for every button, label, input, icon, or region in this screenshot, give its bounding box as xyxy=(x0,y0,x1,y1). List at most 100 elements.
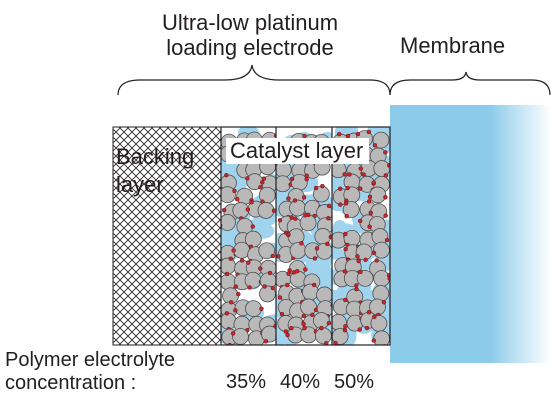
platinum-dot xyxy=(361,172,366,177)
carbon-particle xyxy=(373,330,390,345)
concentration-line1: Polymer electrolyte xyxy=(5,349,176,371)
carbon-particle xyxy=(232,328,249,345)
platinum-dot xyxy=(325,241,330,247)
platinum-dot xyxy=(267,270,273,276)
platinum-dot xyxy=(383,195,388,200)
platinum-dot xyxy=(337,186,343,191)
platinum-dot xyxy=(246,260,251,265)
platinum-dot xyxy=(228,300,234,305)
membrane-block xyxy=(390,105,551,363)
platinum-dot xyxy=(320,183,325,189)
carbon-particle xyxy=(257,202,275,219)
platinum-dot xyxy=(239,258,245,263)
platinum-dot xyxy=(224,311,230,316)
carbon-particle xyxy=(302,283,319,301)
platinum-dot xyxy=(319,325,324,331)
platinum-dot xyxy=(262,284,267,289)
platinum-dot xyxy=(338,202,343,207)
electrode-title: Ultra-low platinum loading electrode xyxy=(90,10,410,60)
carbon-particle xyxy=(369,186,387,204)
platinum-dot xyxy=(245,176,250,181)
platinum-dot xyxy=(258,266,263,271)
carbon-particle xyxy=(221,186,236,204)
carbon-particle xyxy=(373,241,390,259)
electrode-brace xyxy=(117,64,391,96)
platinum-dot xyxy=(224,172,229,178)
platinum-dot xyxy=(228,256,233,261)
platinum-dot xyxy=(310,312,315,318)
platinum-dot xyxy=(367,224,372,229)
platinum-dot xyxy=(277,218,283,223)
platinum-dot xyxy=(286,196,291,201)
platinum-dot xyxy=(364,325,370,331)
catalyst-layer-outline xyxy=(220,126,391,346)
platinum-dot xyxy=(289,176,295,182)
platinum-dot xyxy=(368,210,373,215)
carbon-particle xyxy=(342,201,360,218)
platinum-dot xyxy=(293,216,298,221)
carbon-particle xyxy=(356,269,374,287)
platinum-dot xyxy=(263,338,269,344)
carbon-particle xyxy=(221,214,236,231)
platinum-dot xyxy=(285,332,290,338)
platinum-dot xyxy=(294,269,300,274)
platinum-dot xyxy=(366,199,372,204)
platinum-dot xyxy=(333,340,338,345)
platinum-dot xyxy=(313,185,319,191)
platinum-dot xyxy=(286,232,291,237)
platinum-dot xyxy=(283,329,289,334)
platinum-dot xyxy=(270,285,276,291)
platinum-dot xyxy=(371,338,376,343)
platinum-dot xyxy=(357,218,363,224)
platinum-dot xyxy=(304,177,309,182)
platinum-dot xyxy=(374,258,379,263)
platinum-dot xyxy=(337,131,342,137)
membrane-label: Membrane xyxy=(400,33,506,58)
platinum-dot xyxy=(259,306,264,311)
carbon-particle xyxy=(221,273,237,291)
platinum-dot xyxy=(342,327,348,333)
platinum-dot xyxy=(326,203,332,209)
carbon-particle xyxy=(289,242,307,259)
platinum-dot xyxy=(355,131,361,137)
platinum-dot xyxy=(312,256,318,261)
platinum-dot xyxy=(383,150,388,155)
platinum-dot xyxy=(383,213,388,218)
platinum-dot xyxy=(367,194,373,200)
platinum-dot xyxy=(250,224,256,229)
carbon-particle xyxy=(373,270,390,287)
platinum-dot xyxy=(232,188,237,194)
carbon-particle xyxy=(315,242,332,260)
platinum-dot xyxy=(345,185,350,191)
platinum-dot xyxy=(344,213,349,219)
platinum-dot xyxy=(381,300,387,305)
backing-label-line2: layer xyxy=(116,172,164,197)
platinum-dot xyxy=(355,254,360,259)
backing-label-line1: Backing xyxy=(116,144,195,169)
backing-layer-label: Backing layer xyxy=(116,143,194,199)
platinum-dot xyxy=(347,172,352,177)
platinum-dot xyxy=(366,310,372,315)
platinum-dot xyxy=(224,271,230,277)
backing-layer xyxy=(112,126,222,346)
platinum-dot xyxy=(284,282,290,288)
platinum-dot xyxy=(221,207,227,213)
platinum-dot xyxy=(303,213,308,218)
platinum-dot xyxy=(384,237,390,243)
platinum-dot xyxy=(357,327,362,332)
platinum-dot xyxy=(299,241,304,246)
platinum-dot xyxy=(245,207,251,212)
platinum-dot xyxy=(328,234,332,240)
platinum-dot xyxy=(301,321,306,327)
platinum-dot xyxy=(289,325,294,331)
platinum-dot xyxy=(277,295,283,300)
concentration-line2: concentration : xyxy=(5,372,137,394)
platinum-dot xyxy=(230,331,236,336)
platinum-dot xyxy=(276,254,281,259)
platinum-dot xyxy=(371,180,376,185)
platinum-dot xyxy=(358,186,363,191)
carbon-particle xyxy=(289,199,306,217)
platinum-dot xyxy=(249,200,254,205)
electrode-title-line1: Ultra-low platinum xyxy=(161,10,339,35)
